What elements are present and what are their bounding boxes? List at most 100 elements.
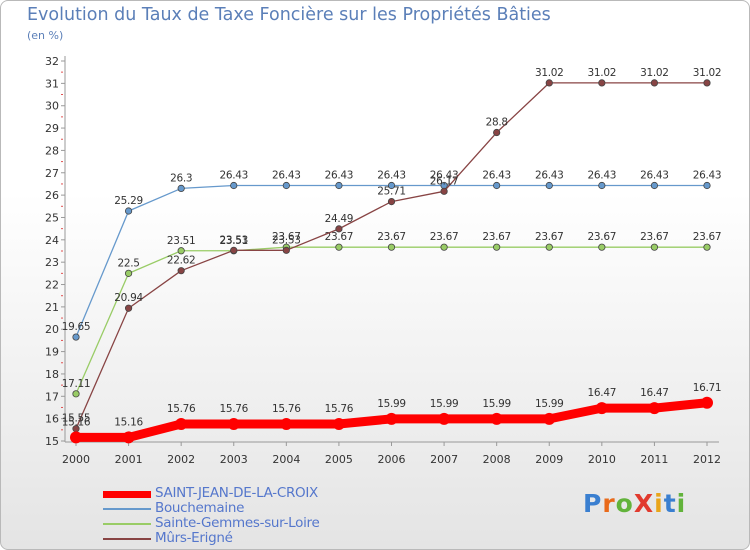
logo-letter: i bbox=[676, 489, 687, 518]
logo-letter: P bbox=[583, 489, 603, 518]
y-tick-label: 28 bbox=[45, 144, 59, 157]
data-label: 15.16 bbox=[62, 416, 91, 428]
data-label: 26.3 bbox=[170, 172, 192, 184]
x-tick-label: 2001 bbox=[115, 453, 143, 466]
data-point bbox=[227, 418, 240, 431]
data-point bbox=[703, 243, 711, 251]
data-label: 23.53 bbox=[272, 234, 301, 246]
data-point bbox=[387, 198, 396, 206]
y-tick-label: 27 bbox=[45, 167, 59, 180]
data-label: 26.43 bbox=[640, 170, 669, 182]
legend-swatch-sainte-gemmes bbox=[103, 523, 151, 525]
x-tick-label: 2000 bbox=[62, 453, 90, 466]
data-label: 19.65 bbox=[62, 321, 91, 333]
data-point bbox=[332, 418, 345, 431]
data-point bbox=[598, 79, 606, 87]
y-tick-label: 19 bbox=[45, 346, 59, 359]
data-label: 20.94 bbox=[114, 292, 143, 304]
data-point bbox=[280, 418, 293, 431]
data-label: 22.5 bbox=[117, 257, 139, 269]
data-point bbox=[124, 304, 133, 312]
data-label: 16.47 bbox=[640, 387, 669, 399]
data-point bbox=[230, 181, 238, 190]
logo-letter: r bbox=[602, 489, 616, 518]
data-point bbox=[703, 79, 711, 87]
data-label: 26.17 bbox=[430, 175, 459, 187]
data-label: 23.51 bbox=[219, 235, 248, 247]
data-point bbox=[650, 79, 659, 87]
data-label: 31.02 bbox=[535, 67, 564, 79]
data-point bbox=[282, 246, 290, 254]
legend-label-saint-jean: SAINT-JEAN-DE-LA-CROIX bbox=[155, 485, 318, 501]
legend-label-bouchemaine: Bouchemaine bbox=[155, 500, 245, 516]
data-point bbox=[648, 402, 661, 415]
data-label: 26.43 bbox=[377, 170, 406, 182]
data-label: 26.43 bbox=[430, 170, 459, 182]
legend-label-murs-erigne: Mûrs-Erigné bbox=[155, 530, 233, 546]
data-point bbox=[230, 246, 238, 254]
data-point bbox=[545, 181, 553, 190]
logo-letter: t bbox=[663, 489, 677, 518]
data-label: 24.49 bbox=[325, 213, 354, 225]
data-point bbox=[598, 181, 606, 190]
data-point bbox=[387, 243, 396, 251]
data-point bbox=[335, 225, 343, 233]
data-point bbox=[124, 207, 133, 215]
data-label: 28.8 bbox=[486, 117, 508, 129]
proxiti-logo: ProXiti bbox=[583, 489, 686, 518]
data-label: 15.76 bbox=[272, 403, 301, 415]
y-tick-label: 26 bbox=[45, 189, 59, 202]
data-point bbox=[490, 412, 503, 425]
data-point bbox=[598, 243, 606, 251]
legend-swatch-bouchemaine bbox=[103, 508, 151, 510]
data-label: 23.67 bbox=[535, 231, 564, 243]
y-tick-label: 16 bbox=[45, 413, 59, 426]
data-label: 23.51 bbox=[167, 235, 196, 247]
data-label: 26.43 bbox=[325, 170, 354, 182]
y-tick-label: 23 bbox=[45, 256, 59, 269]
data-label: 15.99 bbox=[430, 398, 459, 410]
data-label: 17.11 bbox=[62, 378, 91, 390]
data-label: 23.67 bbox=[272, 231, 301, 243]
data-point bbox=[650, 181, 659, 190]
y-tick-label: 30 bbox=[45, 100, 59, 113]
data-point bbox=[72, 333, 80, 341]
data-label: 31.02 bbox=[640, 67, 669, 79]
logo-letter: X bbox=[633, 489, 655, 518]
y-tick-label: 20 bbox=[45, 323, 59, 336]
data-point bbox=[177, 267, 185, 275]
x-tick-label: 2007 bbox=[430, 453, 458, 466]
data-point bbox=[72, 390, 80, 398]
data-label: 26.43 bbox=[219, 170, 248, 182]
logo-letter: o bbox=[615, 489, 634, 518]
legend-label-sainte-gemmes: Sainte-Gemmes-sur-Loire bbox=[155, 515, 320, 531]
x-tick-label: 2011 bbox=[640, 453, 668, 466]
x-tick-label: 2008 bbox=[483, 453, 511, 466]
data-label: 26.43 bbox=[588, 170, 617, 182]
data-point bbox=[440, 243, 448, 251]
x-tick-label: 2012 bbox=[693, 453, 721, 466]
y-tick-label: 21 bbox=[45, 301, 59, 314]
data-point bbox=[545, 243, 553, 251]
data-label: 15.76 bbox=[325, 403, 354, 415]
x-tick-label: 2005 bbox=[325, 453, 353, 466]
data-label: 15.76 bbox=[167, 403, 196, 415]
data-point bbox=[177, 184, 185, 193]
data-label: 31.02 bbox=[588, 67, 617, 79]
data-point bbox=[701, 396, 713, 409]
y-tick-label: 29 bbox=[45, 122, 59, 135]
data-label: 15.99 bbox=[482, 398, 511, 410]
data-label: 26.43 bbox=[272, 170, 301, 182]
data-label: 23.67 bbox=[377, 231, 406, 243]
data-label: 23.67 bbox=[640, 231, 669, 243]
data-point bbox=[595, 402, 608, 415]
y-axis-unit-label: (en %) bbox=[27, 29, 64, 42]
data-point bbox=[387, 181, 396, 190]
y-tick-label: 22 bbox=[45, 279, 59, 292]
data-label: 15.76 bbox=[219, 403, 248, 415]
data-label: 26.43 bbox=[482, 170, 511, 182]
data-point bbox=[282, 181, 290, 190]
data-point bbox=[493, 181, 501, 190]
y-tick-label: 15 bbox=[45, 435, 59, 448]
